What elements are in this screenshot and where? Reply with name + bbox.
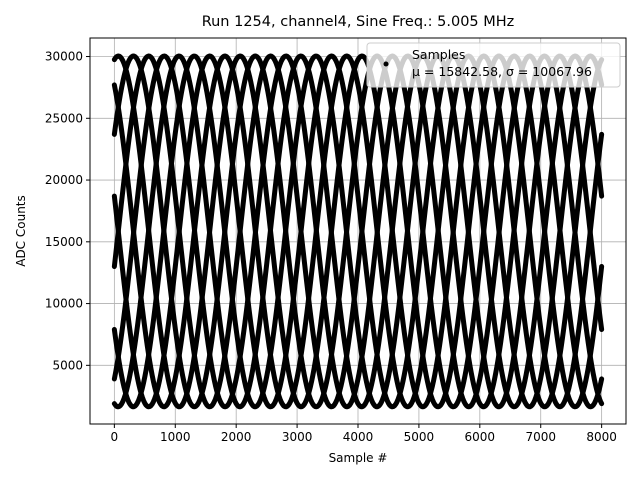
chart-title: Run 1254, channel4, Sine Freq.: 5.005 MH… <box>202 14 515 30</box>
y-axis-label: ADC Counts <box>14 195 28 267</box>
y-tick-label: 30000 <box>45 50 83 64</box>
legend-series-stats: μ = 15842.58, σ = 10067.96 <box>412 64 592 79</box>
sample-trace-8 <box>111 53 605 410</box>
y-tick-label: 20000 <box>45 173 83 187</box>
x-tick-label: 5000 <box>404 430 435 444</box>
x-tick-label: 4000 <box>343 430 374 444</box>
x-tick-label: 6000 <box>465 430 496 444</box>
x-tick-label: 1000 <box>160 430 191 444</box>
legend: Samples μ = 15842.58, σ = 10067.96 <box>366 42 621 88</box>
x-tick-label: 0 <box>111 430 119 444</box>
y-tick-label: 25000 <box>45 111 83 125</box>
legend-box <box>366 42 621 88</box>
x-tick-label: 8000 <box>586 430 617 444</box>
x-tick-label: 2000 <box>221 430 252 444</box>
y-tick-label: 10000 <box>45 297 83 311</box>
sample-trace-6 <box>111 53 605 410</box>
x-axis-label: Sample # <box>329 451 388 465</box>
legend-marker <box>383 61 389 67</box>
y-tick-label: 5000 <box>52 358 83 372</box>
x-tick-label: 7000 <box>525 430 556 444</box>
axis-ticks: 0 1000 2000 3000 4000 5000 6000 7000 8000 5000 100… <box>45 50 617 444</box>
y-tick-label: 15000 <box>45 235 83 249</box>
x-tick-label: 3000 <box>282 430 313 444</box>
legend-series-name: Samples <box>412 47 465 62</box>
